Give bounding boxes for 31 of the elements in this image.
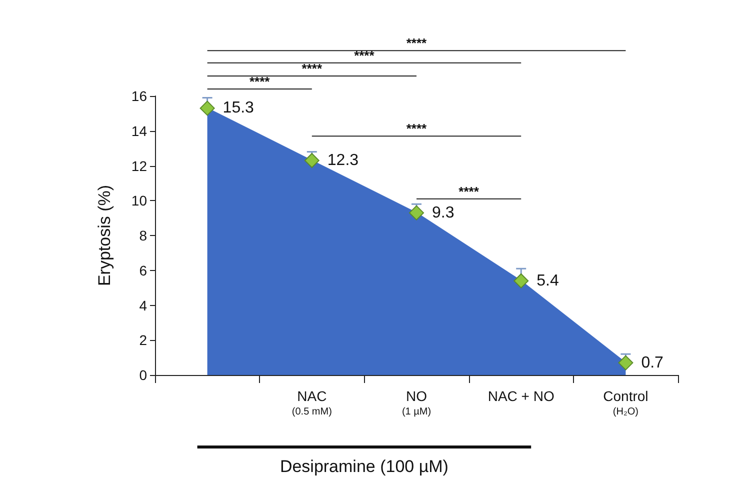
y-tick-label: 12 xyxy=(131,158,148,174)
y-tick-label: 10 xyxy=(131,192,148,209)
data-label: 9.3 xyxy=(432,204,454,222)
y-tick-label: 8 xyxy=(139,228,148,244)
data-label: 0.7 xyxy=(641,354,664,372)
point xyxy=(514,273,529,288)
y-tick-label: 0 xyxy=(139,367,148,383)
annotation: **** xyxy=(458,184,480,199)
annotation: **** xyxy=(406,121,428,136)
x-tick-label: NAC + NO xyxy=(488,388,554,404)
data-label: 12.3 xyxy=(327,152,359,170)
y-tick-label: 14 xyxy=(131,122,148,139)
x-tick-label: NO (1 µM) xyxy=(402,388,432,418)
text: **** xyxy=(302,60,323,76)
data-label: 15.3 xyxy=(222,100,254,117)
point xyxy=(200,100,215,116)
y-tick-label: 16 xyxy=(131,88,148,104)
y-tick-label: 4 xyxy=(139,297,148,314)
point xyxy=(304,153,320,168)
y-tick-label: 6 xyxy=(139,262,148,278)
x-axis-title: Desipramine (100 µM) xyxy=(280,457,448,476)
text: **** xyxy=(354,48,376,63)
point xyxy=(618,355,634,370)
data-label: 5.4 xyxy=(536,272,559,290)
x-tick-label: Control (H₂O) xyxy=(603,388,648,418)
text: **** xyxy=(249,74,271,90)
y-tick-label: 2 xyxy=(139,332,148,348)
point xyxy=(409,205,424,220)
text: **** xyxy=(406,36,428,51)
x-tick-label: NAC (0.5 mM) xyxy=(292,388,332,418)
y-axis-title: Eryptosis (%) xyxy=(95,184,114,286)
